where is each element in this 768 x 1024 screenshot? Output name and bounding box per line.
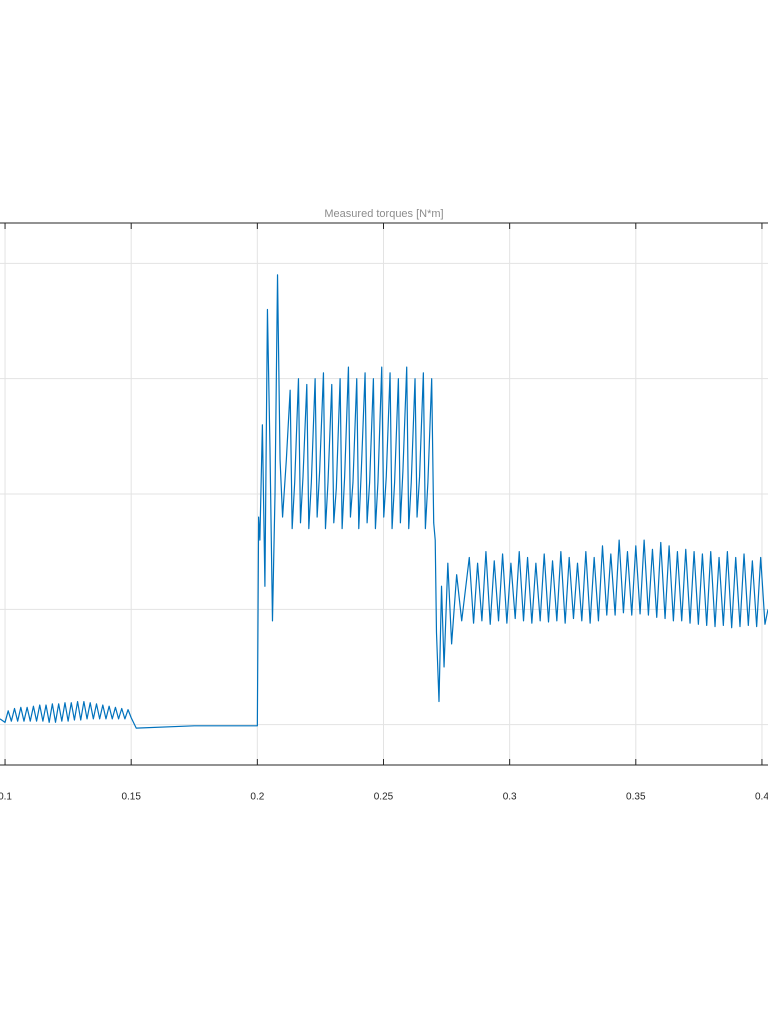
x-tick-label: 0.4 [755, 792, 768, 803]
x-tick-label: 0.2 [250, 792, 264, 803]
data-line [0, 274, 768, 729]
x-tick-label: 0.15 [121, 792, 141, 803]
x-tick-label: 0.25 [374, 792, 394, 803]
x-tick-label: 0.3 [503, 792, 517, 803]
chart-title: Measured torques [N*m] [324, 208, 443, 220]
x-tick-label: 0.35 [626, 792, 646, 803]
x-tick-label: 0.1 [0, 792, 12, 803]
